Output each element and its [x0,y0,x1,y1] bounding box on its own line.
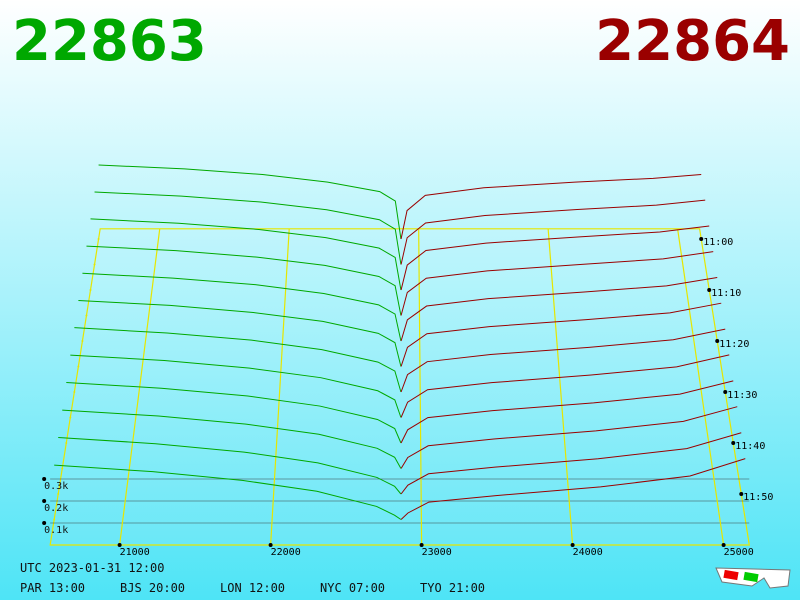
bid-depth-line [78,300,402,367]
ask-depth-line [400,199,706,265]
ask-depth-line [400,174,702,240]
ask-price: 22864 [595,9,790,74]
bid-depth-line [86,245,402,316]
bid-depth-line [66,382,402,444]
ask-depth-line [400,302,722,367]
price-tick-label: 25000 [724,547,754,558]
depth-tick-label: 0.3k [44,481,68,492]
price-tick-label: 24000 [573,547,603,558]
ask-depth-line [400,432,742,495]
price-tick [570,543,575,547]
ask-depth-line [400,276,718,342]
ask-depth-line [400,251,714,316]
depth-tick-label: 0.2k [44,503,68,514]
price-grid-line [547,228,574,546]
time-tick-label: 11:20 [719,339,749,350]
depth-tick [42,521,47,525]
time-tick [731,441,736,445]
bid-depth-line [82,272,402,342]
snapshot-marker [85,314,88,317]
snapshot-marker [77,365,80,368]
utc-time: UTC 2023-01-31 12:00 [20,561,165,575]
snapshot-marker [89,289,92,291]
glasses-icon [715,567,791,589]
time-tick-label: 11:40 [735,441,765,452]
ask-depth-line [400,225,710,291]
zone-time: BJS 20:00 [120,581,185,595]
ask-depth-line [400,458,746,520]
price-grid-line [418,228,423,546]
zone-time: LON 12:00 [220,581,285,595]
time-tick-label: 11:10 [711,288,741,299]
bid-depth-line [58,436,402,495]
price-tick [268,543,273,547]
time-tick-label: 11:50 [743,492,773,503]
zone-time: NYC 07:00 [320,581,385,595]
ask-depth-line [400,354,730,418]
depth-tick [42,477,47,481]
time-tick [715,339,720,343]
snapshot-marker [65,442,68,444]
bid-depth-line [98,164,402,240]
bid-depth-line [54,464,402,520]
time-tick [707,288,712,292]
price-tick [721,543,726,547]
price-tick-label: 21000 [120,547,150,558]
price-grid-line [677,228,725,546]
depth-tick [42,499,47,503]
snapshot-marker [93,263,96,266]
time-tick [699,237,704,241]
bid-depth-line [70,354,402,418]
zone-time: TYO 21:00 [420,581,485,595]
price-tick-label: 22000 [271,547,301,558]
ask-depth-line [400,380,734,444]
bid-depth-line [62,409,402,469]
plot: 0.1k 0.2k 0.3k 21000 22000 23000 24000 25000 11:… [42,164,773,558]
bid-depth-line [90,218,402,291]
ask-depth-line [400,406,738,469]
bid-depth-line [94,191,402,265]
time-tick-label: 11:30 [727,390,757,401]
price-tick [117,543,122,547]
bid-price: 22863 [12,9,207,74]
snapshot-marker [97,238,100,240]
time-tick-label: 11:00 [703,237,733,248]
zone-time: PAR 13:00 [20,581,85,595]
depth-tick-label: 0.1k [44,525,68,536]
snapshot-marker [53,518,56,521]
price-tick [419,543,424,547]
snapshot-marker [81,340,84,342]
price-tick-label: 23000 [422,547,452,558]
bid-depth-line [74,327,402,393]
snapshot-marker [73,391,76,393]
time-tick [723,390,728,394]
snapshot-marker [69,416,72,419]
price-grid-line [270,228,290,546]
time-tick [739,492,744,496]
snapshot-marker [57,493,60,495]
ask-depth-line [400,328,726,393]
snapshot-marker [61,467,64,470]
